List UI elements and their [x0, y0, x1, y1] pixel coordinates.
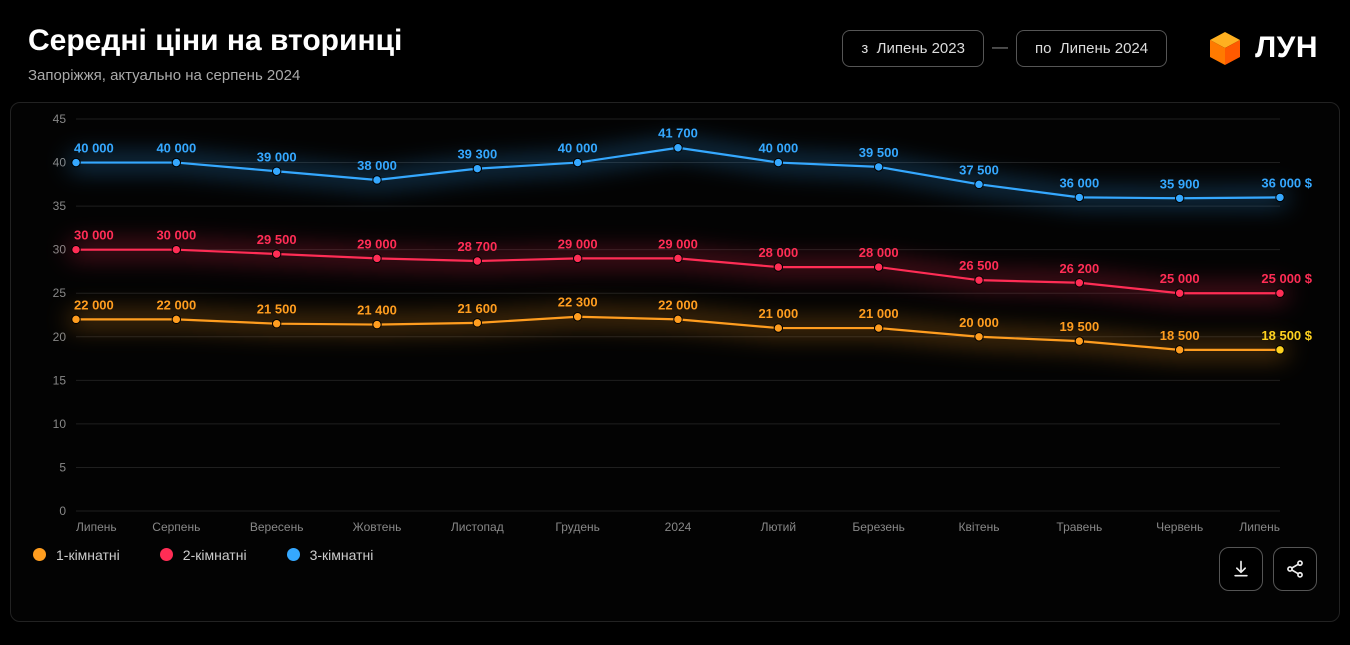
chart-footer: 1-кімнатні 2-кімнатні 3-кімнатні: [11, 543, 1339, 591]
value-label: 40 000: [156, 140, 196, 155]
svg-text:Липень: Липень: [76, 520, 117, 534]
date-range: з Липень 2023 — по Липень 2024: [842, 30, 1167, 67]
svg-text:10: 10: [53, 416, 67, 430]
value-label: 29 000: [658, 236, 698, 251]
value-label: 21 400: [357, 302, 397, 317]
svg-text:20: 20: [53, 329, 67, 343]
svg-text:15: 15: [53, 373, 67, 387]
page-title: Середні ціни на вторинці: [28, 24, 842, 59]
svg-text:Травень: Травень: [1056, 520, 1102, 534]
svg-text:Лютий: Лютий: [761, 520, 797, 534]
value-label: 41 700: [658, 125, 698, 140]
svg-text:Серпень: Серпень: [152, 520, 200, 534]
svg-text:2024: 2024: [665, 520, 692, 534]
chart-actions: [1219, 547, 1317, 591]
value-label: 21 000: [859, 306, 899, 321]
date-from-value: Липень 2023: [877, 40, 965, 57]
svg-text:Липень: Липень: [1239, 520, 1280, 534]
value-label: 29 000: [357, 236, 397, 251]
svg-text:Вересень: Вересень: [250, 520, 304, 534]
value-label: 26 500: [959, 258, 999, 273]
legend-dot: [287, 548, 300, 561]
value-label: 40 000: [558, 140, 598, 155]
value-label: 25 000 $: [1261, 271, 1312, 286]
date-to-value: Липень 2024: [1060, 40, 1148, 57]
value-label: 30 000: [156, 227, 196, 242]
brand-logo: ЛУН: [1205, 28, 1318, 68]
value-label: 39 000: [257, 149, 297, 164]
legend-item[interactable]: 3-кімнатні: [287, 547, 374, 563]
value-label: 35 900: [1160, 176, 1200, 191]
value-label: 28 000: [859, 245, 899, 260]
value-label: 39 500: [859, 144, 899, 159]
chart-legend: 1-кімнатні 2-кімнатні 3-кімнатні: [33, 547, 373, 563]
value-label: 40 000: [758, 140, 798, 155]
chart-panel: 0 5 10 15 20 25 30 35 40 45 Липень Серпень Вересень Ж…: [10, 102, 1340, 622]
value-label: 21 000: [758, 306, 798, 321]
share-icon: [1285, 559, 1305, 579]
page-subtitle: Запоріжжя, актуально на серпень 2024: [28, 67, 842, 84]
value-label: 21 500: [257, 301, 297, 316]
value-label: 28 700: [457, 238, 497, 253]
value-label: 22 000: [156, 297, 196, 312]
value-label: 22 300: [558, 294, 598, 309]
share-button[interactable]: [1273, 547, 1317, 591]
value-label: 21 600: [457, 300, 497, 315]
value-label: 36 000 $: [1261, 175, 1312, 190]
legend-dot: [33, 548, 46, 561]
value-label: 22 000: [658, 297, 698, 312]
date-to-prefix: по: [1035, 40, 1051, 57]
svg-text:30: 30: [53, 242, 67, 256]
date-to-select[interactable]: по Липень 2024: [1016, 30, 1167, 67]
header-left: Середні ціни на вторинці Запоріжжя, акту…: [28, 24, 842, 84]
value-label: 40 000: [74, 140, 114, 155]
svg-text:35: 35: [53, 199, 67, 213]
date-from-prefix: з: [861, 40, 868, 57]
download-button[interactable]: [1219, 547, 1263, 591]
legend-label: 1-кімнатні: [56, 547, 120, 563]
value-label: 18 500 $: [1261, 327, 1312, 342]
svg-text:40: 40: [53, 155, 67, 169]
svg-text:Грудень: Грудень: [555, 520, 600, 534]
value-label: 30 000: [74, 227, 114, 242]
value-label: 18 500: [1160, 327, 1200, 342]
legend-label: 3-кімнатні: [310, 547, 374, 563]
value-label: 38 000: [357, 157, 397, 172]
value-label: 28 000: [758, 245, 798, 260]
legend-item[interactable]: 1-кімнатні: [33, 547, 120, 563]
svg-text:Жовтень: Жовтень: [353, 520, 402, 534]
legend-item[interactable]: 2-кімнатні: [160, 547, 247, 563]
svg-text:45: 45: [53, 112, 67, 126]
value-label: 26 200: [1059, 260, 1099, 275]
svg-text:Березень: Березень: [852, 520, 905, 534]
legend-dot: [160, 548, 173, 561]
date-range-separator: —: [990, 39, 1010, 57]
svg-text:Листопад: Листопад: [451, 520, 504, 534]
svg-text:5: 5: [59, 460, 66, 474]
value-label: 20 000: [959, 314, 999, 329]
cube-icon: [1205, 28, 1245, 68]
header: Середні ціни на вторинці Запоріжжя, акту…: [0, 0, 1350, 96]
value-label: 29 000: [558, 236, 598, 251]
value-label: 37 500: [959, 162, 999, 177]
value-label: 19 500: [1059, 319, 1099, 334]
brand-name: ЛУН: [1255, 31, 1318, 65]
svg-text:Червень: Червень: [1156, 520, 1203, 534]
legend-label: 2-кімнатні: [183, 547, 247, 563]
value-label: 39 300: [457, 146, 497, 161]
value-label: 29 500: [257, 232, 297, 247]
price-line-chart: 0 5 10 15 20 25 30 35 40 45 Липень Серпень Вересень Ж…: [11, 103, 1339, 543]
value-label: 25 000: [1160, 271, 1200, 286]
svg-text:Квітень: Квітень: [959, 520, 1000, 534]
value-label: 36 000: [1059, 175, 1099, 190]
value-label: 22 000: [74, 297, 114, 312]
header-right: з Липень 2023 — по Липень 2024 ЛУН: [842, 28, 1318, 68]
svg-text:0: 0: [59, 504, 66, 518]
date-from-select[interactable]: з Липень 2023: [842, 30, 984, 67]
download-icon: [1231, 559, 1251, 579]
svg-text:25: 25: [53, 286, 67, 300]
